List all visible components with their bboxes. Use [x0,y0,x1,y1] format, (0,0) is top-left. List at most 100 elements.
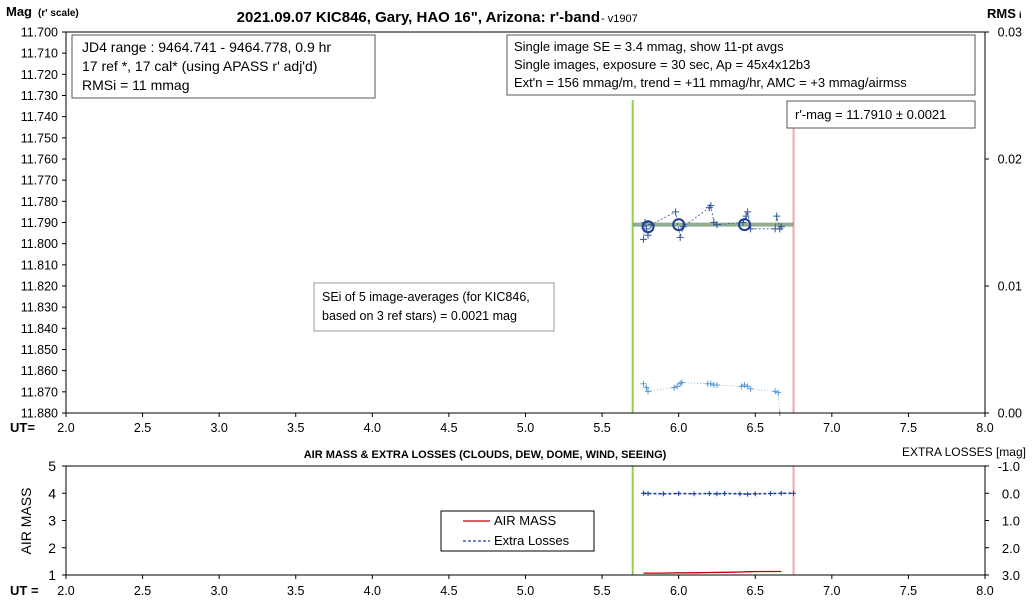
single-image-connector [643,204,782,240]
single-image-point [713,221,721,229]
airmass-y2-tick-label: 0.0 [1002,486,1020,501]
legend-airmass-label: AIR MASS [494,513,556,528]
main-y-tick-label: 11.790 [21,216,58,230]
main-x-tick-label: 7.5 [900,421,917,435]
rms-point [678,379,685,386]
airmass-y2-tick-label: 3.0 [1002,568,1020,583]
airmass-x-axis-label: UT = [10,583,39,598]
main-y-tick-label: 11.770 [21,174,58,188]
sei-box-line-1: SEi of 5 image-averages (for KIC846, [322,290,530,304]
rms-point [671,384,678,391]
single-image-point [744,208,752,216]
main-y-tick-label: 11.750 [21,131,58,145]
rms-point [772,388,779,395]
info-box-exposure: Single image SE = 3.4 mmag, show 11-pt a… [506,34,976,96]
main-y2-tick-label: 0.02 [998,153,1022,167]
airmass-line [643,570,782,574]
main-x-tick-label: 5.0 [517,421,534,435]
extra-losses-point [714,491,720,497]
airmass-y2-tick-label: 1.0 [1002,514,1020,529]
main-x-tick-label: 7.0 [823,421,840,435]
airmass-chart-reference-lines [631,466,795,575]
main-y2-axis-sublabel: i [1019,10,1022,20]
rms-point [640,380,647,387]
main-y2-tick-label: 0.00 [998,407,1022,421]
main-x-tick-label: 3.5 [287,421,304,435]
main-x-tick-label: 6.0 [670,421,687,435]
main-x-tick-label: 4.5 [440,421,457,435]
info-box-range-line-2: 17 ref *, 17 cal* (using APASS r' adj'd) [82,58,317,74]
sei-box-line-2: based on 3 ref stars) = 0.0021 mag [322,309,517,323]
airmass-y-axis-label: AIR MASS [18,488,34,555]
main-plot-frame [65,31,986,414]
airmass-y-tick-label: 1 [48,567,56,583]
airmass-x-tick-label: 3.5 [287,584,304,598]
extra-losses-point [722,491,728,497]
info-box-exposure-line-2: Single images, exposure = 30 sec, Ap = 4… [514,57,810,72]
airmass-y2-axis-label: EXTRA LOSSES [mag] [902,445,1026,459]
single-image-point [672,208,680,216]
main-y-tick-label: 11.870 [21,385,58,399]
extra-losses-point [745,491,751,497]
main-y-tick-label: 11.760 [21,153,58,167]
single-image-point [676,233,684,241]
extra-losses-point [778,490,784,496]
main-x-axis-label: UT= [10,420,35,435]
main-x-tick-label: 6.5 [747,421,764,435]
main-chart-ticks: 11.700 11.710 11.720 11.730 11.740 11.750 11.7… [21,26,1022,436]
main-y-tick-label: 11.730 [21,89,58,103]
info-box-range-line-1: JD4 range : 9464.741 - 9464.778, 0.9 hr [82,39,331,55]
airmass-x-tick-label: 7.5 [900,584,917,598]
extra-losses-point [660,491,666,497]
airmass-chart-marks [640,490,797,574]
airmass-y2-tick-label: 2.0 [1002,541,1020,556]
main-y-tick-label: 11.710 [21,47,58,61]
main-chart-version: - v1907 [601,13,638,25]
extra-losses-point [640,490,646,496]
main-y2-axis-label: RMS [987,6,1016,21]
airmass-x-tick-label: 4.5 [440,584,457,598]
main-y-tick-label: 11.860 [21,364,58,378]
main-x-tick-label: 2.5 [134,421,151,435]
main-light-curve-chart: 11.700 11.710 11.720 11.730 11.740 11.750 11.7… [6,4,1022,435]
main-y-tick-label: 11.810 [21,258,58,272]
airmass-chart-ticks: 1 2 3 4 5 -1.0 0.0 1.0 2.0 3.0 2.0 2.5 3.0 3.5 4.0 4.5 5… [48,458,1020,598]
sei-box: SEi of 5 image-averages (for KIC846, bas… [313,282,555,332]
rms-point [738,383,745,390]
single-image-point [773,212,781,220]
extra-losses-point [791,490,797,496]
main-y-axis-label: Mag [6,4,32,19]
airmass-x-tick-label: 6.5 [747,584,764,598]
rms-point [645,388,652,395]
rms-point [747,385,754,392]
main-y-tick-label: 11.850 [21,343,58,357]
airmass-y-tick-label: 5 [48,458,56,474]
main-chart-marks [632,202,794,416]
mag-result-text: r'-mag = 11.7910 ± 0.0021 [795,107,946,122]
single-image-point [707,202,715,210]
rms-connector [643,382,781,414]
info-box-range: JD4 range : 9464.741 - 9464.778, 0.9 hr … [71,34,376,99]
main-y2-tick-label: 0.03 [998,26,1022,40]
single-image-point [777,223,785,231]
main-y-tick-label: 11.830 [21,301,58,315]
main-x-tick-label: 5.5 [593,421,610,435]
airmass-x-tick-label: 6.0 [670,584,687,598]
airmass-chart-title: AIR MASS & EXTRA LOSSES (CLOUDS, DEW, DO… [304,449,667,461]
extra-losses-point [645,491,651,497]
single-image-point [639,235,647,243]
info-box-exposure-line-3: Ext'n = 156 mmag/m, trend = +11 mmag/hr,… [514,75,907,90]
airmass-x-tick-label: 7.0 [823,584,840,598]
airmass-y2-tick-label: -1.0 [998,459,1020,474]
rms-point [707,380,714,387]
rms-point [713,382,720,389]
info-box-range-line-3: RMSi = 11 mmag [82,77,190,93]
legend-extra-losses-label: Extra Losses [494,533,570,548]
airmass-plot-frame [65,465,986,576]
airmass-x-tick-label: 5.5 [593,584,610,598]
extra-losses-point [691,491,697,497]
main-y-tick-label: 11.800 [21,237,58,251]
airmass-x-tick-label: 5.0 [517,584,534,598]
airmass-x-tick-label: 8.0 [976,584,993,598]
